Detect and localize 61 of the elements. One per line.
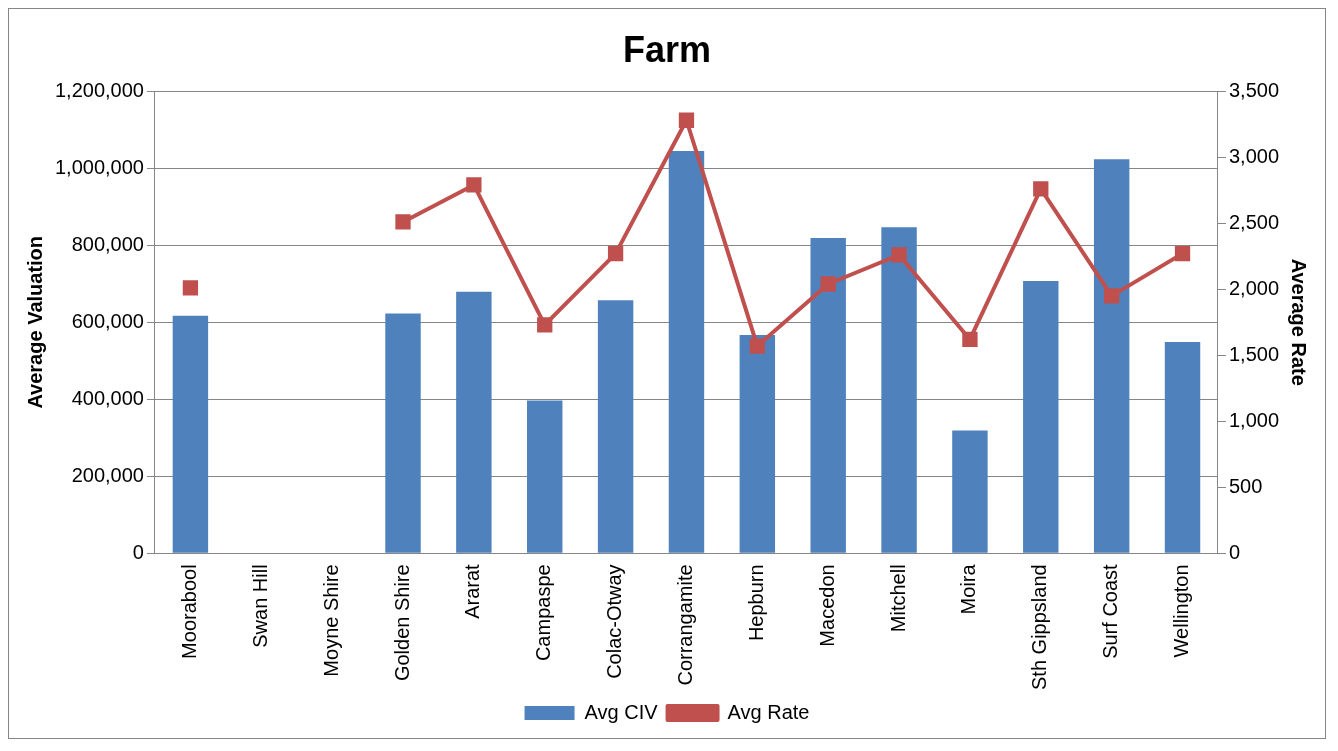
x-tick-label: Wellington [1170, 564, 1193, 658]
point [182, 280, 199, 296]
bar [739, 334, 776, 553]
y2-tick-label: 500 [1228, 474, 1263, 497]
bar [456, 291, 492, 553]
y2-tick-label: 2,000 [1228, 276, 1280, 299]
point [962, 331, 978, 348]
bar [385, 313, 421, 553]
x-tick-label: Colac-Otway [603, 564, 626, 679]
legend-label: Avg CIV [584, 700, 659, 723]
bar [527, 400, 563, 553]
y-tick-label: 200,000 [71, 463, 144, 486]
point [1104, 288, 1120, 304]
x-tick-label: Moyne Shire [319, 564, 342, 677]
y2-tick-label: 1,000 [1228, 408, 1280, 431]
bar [1093, 159, 1130, 553]
y2-tick-label: 2,500 [1228, 210, 1280, 233]
point [891, 247, 907, 263]
bar [1164, 341, 1201, 553]
x-tick-label: Macedon [815, 564, 838, 647]
point [607, 245, 624, 262]
y-tick-label: 400,000 [71, 386, 144, 409]
x-tick-label: Ararat [461, 563, 484, 619]
x-tick-label: Moira [957, 563, 980, 615]
point [395, 214, 411, 230]
point [749, 338, 765, 354]
y-tick-label: 800,000 [71, 232, 144, 255]
bar [172, 315, 209, 553]
point [678, 112, 695, 128]
y2-tick-label: 0 [1228, 540, 1241, 563]
x-tick-label: Golden Shire [390, 564, 413, 682]
point [1174, 245, 1191, 262]
y2-tick-label: 3,500 [1228, 78, 1280, 101]
y2-tick-label: 3,000 [1228, 144, 1280, 167]
point [820, 276, 836, 292]
y-tick-label: 1,200,000 [54, 78, 144, 101]
point [537, 317, 553, 333]
y2-axis-title: Average Rate [1288, 258, 1311, 386]
point [466, 177, 482, 193]
x-tick-label: Sth Gippsland [1028, 564, 1051, 691]
bar [810, 237, 846, 553]
x-tick-label: Corrangamite [673, 564, 696, 686]
bar [1023, 281, 1059, 553]
x-tick-label: Mitchell [886, 564, 909, 633]
y-tick-label: 0 [132, 540, 144, 563]
x-tick-label: Surf Coast [1099, 563, 1122, 659]
chart-title: Farm [622, 28, 712, 70]
y-axis-title: Average Valuation [23, 235, 46, 409]
bar [881, 227, 917, 553]
x-tick-label: Moorabool [177, 564, 200, 659]
legend-label: Avg Rate [727, 700, 810, 723]
bar [952, 430, 988, 553]
bar [597, 300, 634, 553]
y2-tick-label: 1,500 [1228, 342, 1280, 365]
y-tick-label: 600,000 [71, 309, 144, 332]
x-tick-label: Campaspe [532, 564, 555, 662]
x-tick-label: Hepburn [744, 564, 767, 642]
point [1033, 181, 1049, 197]
y-tick-label: 1,000,000 [54, 155, 144, 178]
x-tick-label: Swan Hill [248, 564, 271, 648]
bar [668, 150, 705, 553]
